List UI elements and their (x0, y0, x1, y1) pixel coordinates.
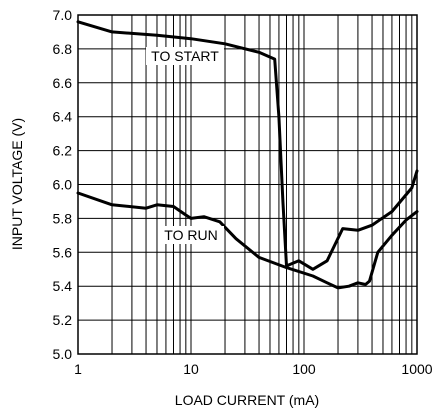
y-axis-title: INPUT VOLTAGE (V) (9, 118, 25, 250)
y-tick-label: 5.4 (53, 278, 73, 294)
y-tick-label: 6.0 (53, 177, 73, 193)
plot-frame (77, 14, 418, 355)
series-lines (76, 20, 419, 290)
y-tick-label: 5.6 (53, 244, 73, 260)
x-tick-label: 100 (292, 361, 316, 377)
x-tick-label: 10 (183, 361, 199, 377)
annotation-label: TO RUN (164, 227, 217, 243)
annotation-label: TO START (151, 48, 219, 64)
y-tick-label: 7.0 (53, 7, 73, 23)
y-tick-label: 6.4 (53, 109, 73, 125)
x-tick-label: 1 (74, 361, 82, 377)
y-tick-label: 5.0 (53, 346, 73, 362)
x-tick-label: 1000 (401, 361, 432, 377)
annotation-background (146, 47, 224, 65)
y-tick-label: 6.8 (53, 41, 73, 57)
annotations: TO START TO RUN (146, 47, 224, 244)
series-line (76, 20, 419, 271)
y-tick-label: 6.2 (53, 143, 73, 159)
x-axis-title: LOAD CURRENT (mA) (175, 392, 319, 408)
series-line (76, 191, 419, 290)
annotation-background (158, 226, 224, 244)
grid-lines (77, 14, 418, 355)
tick-labels: 1 10 100 1000 5.0 5.2 5.4 5.6 5.8 6.0 6.2 6.4 6.6 6.8… (53, 7, 433, 377)
y-tick-label: 6.6 (53, 75, 73, 91)
y-tick-label: 5.8 (53, 210, 73, 226)
y-tick-label: 5.2 (53, 312, 73, 328)
